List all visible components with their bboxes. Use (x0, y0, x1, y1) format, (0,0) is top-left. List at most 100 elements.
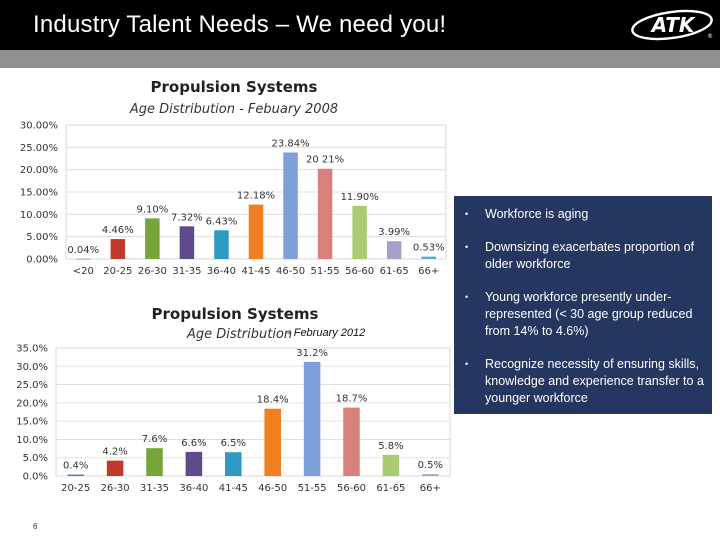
bullet-text: Workforce is aging (485, 207, 589, 221)
chart-subtitle: Age Distribution (186, 327, 292, 342)
y-tick-label: 15.0% (16, 417, 48, 428)
bullet-text: Recognize necessity of ensuring skills, … (485, 357, 704, 405)
x-category-label: <20 (73, 266, 94, 277)
x-category-label: 66+ (418, 266, 439, 277)
x-category-label: 61-65 (376, 483, 405, 494)
y-tick-label: 25.00% (20, 143, 58, 154)
bar (225, 452, 242, 476)
header-accent-band (0, 50, 720, 68)
bullet-text: Downsizing exacerbates proportion of old… (485, 240, 695, 271)
bar-value-label: 18.4% (257, 395, 289, 406)
bullet-icon: • (465, 292, 469, 302)
bar (264, 408, 281, 476)
y-tick-label: 25.0% (16, 380, 48, 391)
y-tick-label: 35.0% (16, 344, 48, 355)
x-category-label: 36-40 (179, 483, 208, 494)
x-category-label: 46-50 (258, 483, 287, 494)
x-category-label: 36-40 (207, 266, 236, 277)
x-category-label: 41-45 (241, 266, 270, 277)
bar (317, 168, 333, 259)
bar (343, 407, 360, 476)
bar-value-label: 7.6% (142, 434, 167, 445)
bar-value-label: 5.8% (378, 441, 403, 452)
x-category-label: 56-60 (337, 483, 366, 494)
x-category-label: 31-35 (172, 266, 201, 277)
bar (283, 152, 298, 259)
bar (214, 230, 229, 259)
logo-registered-mark: ® (707, 33, 713, 40)
chart-subtitle: Age Distribution - Febuary 2008 (129, 102, 338, 117)
bar-value-label: 12.18% (237, 191, 275, 202)
bar (76, 258, 91, 260)
bullet-icon: • (465, 359, 469, 369)
bar-value-label: 6.5% (221, 438, 246, 449)
x-category-label: 26-30 (101, 483, 130, 494)
atk-logo: ATK ® (631, 9, 713, 41)
bar (352, 205, 367, 259)
bar (179, 226, 195, 259)
bar (382, 454, 400, 476)
bar (185, 451, 203, 476)
y-tick-label: 20.0% (16, 398, 48, 409)
bar (67, 474, 84, 476)
y-tick-label: 20.00% (20, 165, 58, 176)
y-tick-label: 10.0% (16, 435, 48, 446)
logo-text: ATK (650, 13, 696, 37)
bullet-item: • Recognize necessity of ensuring skills,… (454, 356, 712, 407)
y-tick-label: 5.0% (23, 453, 48, 464)
bar (421, 256, 436, 259)
bullet-item: • Workforce is aging (454, 206, 712, 223)
x-category-label: 56-60 (345, 266, 374, 277)
bullet-icon: • (465, 242, 469, 252)
bar-value-label: 31.2% (296, 348, 328, 359)
bar-value-label: 6.43% (206, 216, 238, 227)
bar-value-label: 0.4% (63, 461, 88, 472)
chart-date-note: - February 2012 (287, 327, 365, 339)
bar (145, 218, 160, 259)
bullet-item: • Young workforce presently under-represe… (454, 289, 712, 340)
bar-value-label: 6.6% (181, 438, 206, 449)
bar-value-label: 4.2% (102, 447, 127, 458)
bar (146, 448, 163, 476)
y-tick-label: 0.0% (23, 472, 48, 483)
y-tick-label: 15.00% (20, 188, 58, 199)
bar (110, 239, 126, 259)
bar-value-label: 23.84% (271, 139, 309, 150)
bar-value-label: 20 21% (306, 155, 344, 166)
bar-value-label: 0.04% (67, 245, 99, 256)
key-points-box: • Workforce is aging • Downsizing exacerba… (454, 196, 712, 414)
x-category-label: 41-45 (219, 483, 248, 494)
bar-value-label: 4.46% (102, 225, 134, 236)
bullet-icon: • (465, 209, 469, 219)
chart-title: Propulsion Systems (152, 305, 319, 323)
x-category-label: 20-25 (61, 483, 90, 494)
bullet-text: Young workforce presently under-represen… (485, 290, 693, 338)
bar-value-label: 0.5% (418, 460, 443, 471)
y-tick-label: 10.00% (20, 210, 58, 221)
bar-value-label: 11.90% (341, 192, 379, 203)
bar (106, 460, 124, 476)
x-category-label: 26-30 (138, 266, 167, 277)
bar (303, 361, 321, 476)
x-category-label: 51-55 (311, 266, 340, 277)
chart-title: Propulsion Systems (151, 78, 318, 96)
x-category-label: 51-55 (298, 483, 327, 494)
bar-value-label: 18.7% (336, 394, 368, 405)
bar (386, 241, 402, 259)
bullet-item: • Downsizing exacerbates proportion of ol… (454, 239, 712, 273)
x-category-label: 61-65 (380, 266, 409, 277)
y-tick-label: 30.0% (16, 362, 48, 373)
chart-2008: Propulsion Systems Age Distribution - Fe… (20, 78, 447, 277)
bar-value-label: 0.53% (413, 243, 445, 254)
chart-2012: Propulsion Systems Age Distribution - Fe… (16, 305, 451, 494)
bullet-list: • Workforce is aging • Downsizing exacerba… (454, 206, 712, 423)
bar (248, 204, 264, 259)
bar-value-label: 3.99% (378, 227, 410, 238)
y-tick-label: 0.00% (26, 255, 58, 266)
x-category-label: 66+ (420, 483, 441, 494)
charts-area: Propulsion Systems Age Distribution - Fe… (16, 78, 451, 494)
y-tick-label: 5.00% (26, 232, 58, 243)
x-category-label: 31-35 (140, 483, 169, 494)
y-tick-label: 30.00% (20, 121, 58, 132)
bar (422, 474, 439, 476)
